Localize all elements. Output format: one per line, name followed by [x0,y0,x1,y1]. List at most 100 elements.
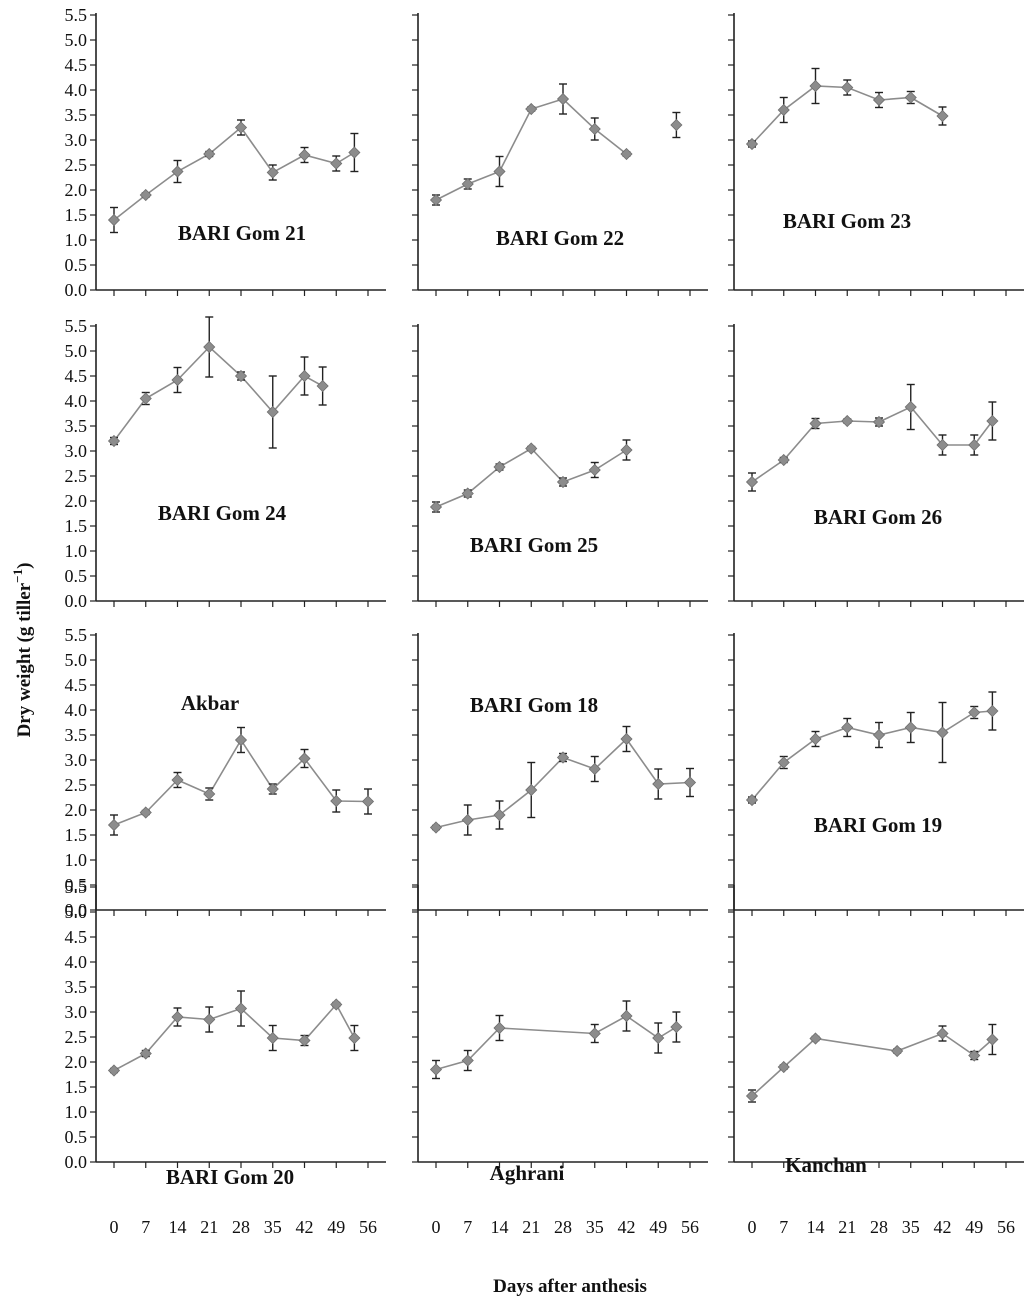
data-point [588,1027,601,1040]
data-point [745,793,759,807]
panel: BARI Gom 22 [412,13,708,296]
y-tick-label: 1.5 [65,205,88,225]
panel-title: BARI Gom 18 [470,693,598,717]
x-tick-label: 42 [618,1217,636,1237]
data-point [429,500,443,514]
data-point [139,806,152,819]
data-point [777,1060,790,1074]
y-tick-label: 0.5 [65,255,88,275]
data-point [266,782,279,796]
x-tick-label: 7 [141,1217,150,1237]
y-tick-label: 4.0 [65,952,88,972]
data-point [683,776,697,789]
y-tick-label: 2.5 [65,155,88,175]
data-point [588,762,601,776]
y-tick-label: 1.5 [65,1077,88,1097]
x-axis-label: Days after anthesis [493,1276,647,1297]
y-tick-label: 1.0 [65,1102,88,1122]
x-tick-label: 49 [649,1217,667,1237]
data-point [234,369,248,383]
data-point [461,813,474,827]
y-tick-label: 3.5 [65,105,88,125]
x-tick-label: 7 [463,1217,472,1237]
x-tick-label: 7 [779,1217,788,1237]
y-tick-label: 2.0 [65,1052,88,1072]
y-tick-label: 5.0 [65,341,88,361]
data-point [872,728,886,742]
data-point [525,102,538,116]
y-tick-label: 3.0 [65,1002,88,1022]
y-tick-label: 2.5 [65,1027,88,1047]
panel: 0.0 0.5 1.0 1.5 2.0 2.5 3.0 3.5 4.0 4.5 5.0 5.5 BARI… [65,316,386,611]
data-point [745,137,759,151]
panel-title: BARI Gom 22 [496,226,624,250]
y-tick-label: 5.5 [65,625,88,645]
x-tick-label: 0 [748,1217,757,1237]
y-tick-label: 3.0 [65,750,88,770]
data-point [461,1054,474,1067]
data-point [936,726,949,739]
x-tick-label: 14 [491,1217,509,1237]
data-point [266,1031,279,1045]
data-point [171,373,184,387]
data-point [139,1047,152,1060]
data-point [986,414,999,428]
y-tick-label: 0.0 [65,280,88,300]
data-point [493,165,506,178]
y-tick-label: 1.0 [65,541,88,561]
y-tick-label: 4.0 [65,700,88,720]
data-point [588,122,601,136]
x-tick-label: 28 [870,1217,888,1237]
data-point [872,93,886,107]
y-tick-label: 0.5 [65,875,88,895]
x-tick-label: 56 [359,1217,377,1237]
data-point [234,733,248,747]
series-line [113,345,323,442]
data-point [139,392,152,405]
y-tick-label: 3.5 [65,416,88,436]
data-point [809,417,822,430]
data-point [670,1020,683,1034]
x-tick-label: 0 [110,1217,119,1237]
data-point [361,795,375,808]
panels-group: 0.0 0.5 1.0 1.5 2.0 2.5 3.0 3.5 4.0 4.5 5.0 5.5 BARI… [65,5,1024,1237]
y-tick-label: 5.5 [65,5,88,25]
data-point [429,821,443,834]
data-point [904,400,917,414]
panel: 0.0 0.5 1.0 1.5 2.0 2.5 3.0 3.5 4.0 4.5 5.0 5.5 Akba… [65,625,386,920]
y-tick-label: 1.5 [65,825,88,845]
data-point [670,118,683,132]
data-point [525,783,538,797]
x-tick-label: 56 [681,1217,699,1237]
y-tick-label: 5.0 [65,902,88,922]
data-point [777,103,790,117]
x-tick-label: 56 [997,1217,1015,1237]
data-point [234,121,248,134]
y-tick-label: 1.0 [65,850,88,870]
data-point [298,1034,311,1047]
data-point [461,177,474,191]
data-point [777,756,790,769]
panel-title: Kanchan [785,1153,867,1177]
data-point [525,442,538,455]
panel-title: BARI Gom 23 [783,209,911,233]
x-tick-label: 42 [934,1217,952,1237]
data-point [652,1031,665,1045]
y-tick-label: 4.0 [65,80,88,100]
panel: BARI Gom 18 [412,633,708,916]
data-point [107,213,121,227]
data-point [139,188,152,202]
data-point [298,752,311,765]
y-tick-label: 5.5 [65,316,88,336]
data-point [330,998,343,1011]
x-tick-label: 49 [965,1217,983,1237]
data-point [652,777,665,791]
data-point [171,773,184,787]
data-point [203,787,216,801]
data-point [266,166,279,179]
x-tick-label: 28 [554,1217,572,1237]
data-point [986,704,999,718]
data-point [429,1063,443,1076]
panel: 0.0 0.5 1.0 1.5 2.0 2.5 3.0 3.5 4.0 4.5 5.0 5.5 0 7 14… [65,877,386,1237]
